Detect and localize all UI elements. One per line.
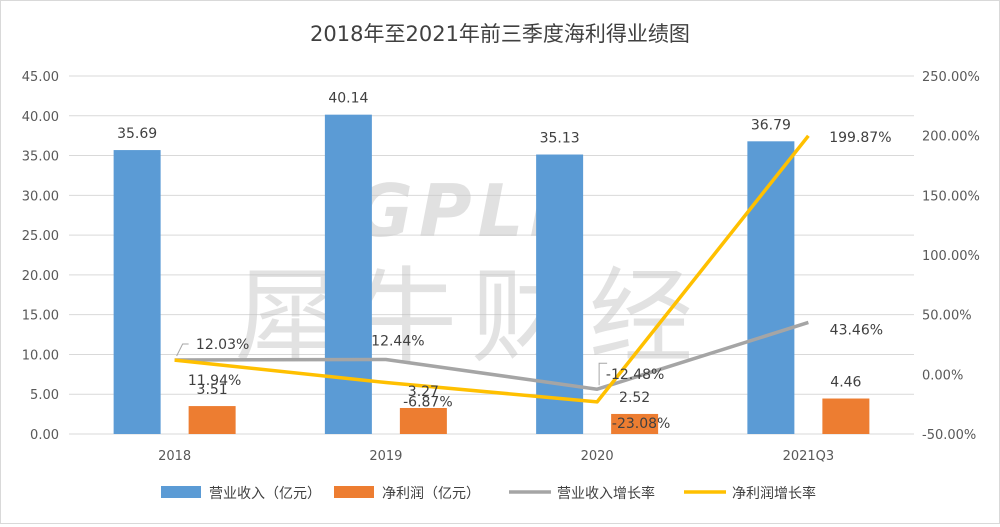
label-leader-line	[598, 362, 608, 386]
left-axis-tick-label: 10.00	[22, 348, 59, 363]
gridlines	[69, 75, 914, 435]
bar-value-label: 35.13	[540, 131, 580, 147]
x-axis-tick-label: 2019	[369, 449, 402, 464]
line-value-label: 12.44%	[371, 333, 424, 349]
line-value-label: 12.03%	[196, 337, 249, 353]
left-axis-tick-label: 45.00	[22, 70, 59, 85]
x-axis-tick-label: 2021Q3	[783, 449, 835, 464]
legend-swatch	[161, 486, 201, 498]
right-axis-tick-label: 0.00%	[922, 368, 963, 383]
bar	[822, 398, 870, 434]
bar-value-label: 40.14	[328, 91, 368, 107]
x-axis-tick-label: 2020	[581, 449, 614, 464]
watermark: GPLP 犀牛财经	[235, 169, 707, 378]
series-line	[174, 134, 810, 404]
legend: 营业收入（亿元） 净利润（亿元） 营业收入增长率 净利润增长率	[161, 485, 816, 502]
left-axis-tick-label: 25.00	[22, 229, 59, 244]
x-axis-tick-label: 2018	[158, 449, 191, 464]
line-value-label: -12.48%	[606, 367, 664, 383]
bar-value-label: 4.46	[830, 375, 861, 391]
bar-value-label: 36.79	[751, 117, 791, 133]
bar-value-label: 35.69	[117, 126, 157, 142]
bar	[113, 150, 161, 434]
bar-value-label: 3.51	[197, 382, 228, 398]
left-axis-tick-label: 15.00	[22, 309, 59, 324]
line-value-label: 43.46%	[830, 322, 883, 338]
right-axis-tick-label: -50.00%	[922, 428, 976, 443]
axes: 0.00 5.00 10.00 15.00 20.00 25.00 30.00 35.00 40…	[22, 70, 980, 464]
right-axis-tick-label: 100.00%	[922, 249, 980, 264]
series-line	[174, 320, 809, 391]
legend-label: 净利润增长率	[732, 485, 816, 502]
right-axis-tick-label: 50.00%	[922, 309, 972, 324]
legend-swatch	[334, 486, 374, 498]
data-labels: 35.69 40.14 35.13 36.79 3.51 3.27 2.52 4.46 12.0…	[117, 91, 891, 432]
watermark-chinese: 犀牛财经	[235, 256, 707, 378]
left-axis-tick-label: 0.00	[30, 428, 59, 443]
bar	[747, 141, 795, 434]
line-value-label: -23.08%	[612, 416, 670, 432]
chart-title: 2018年至2021年前三季度海利得业绩图	[310, 22, 690, 46]
bar	[536, 154, 584, 434]
left-axis-tick-label: 5.00	[30, 388, 59, 403]
right-axis-tick-label: 150.00%	[922, 189, 980, 204]
bar-value-label: 3.27	[408, 384, 439, 400]
legend-label: 营业收入（亿元）	[209, 486, 321, 502]
line-value-label: -6.87%	[403, 395, 453, 411]
legend-label: 净利润（亿元）	[382, 486, 480, 502]
bar-value-label: 2.52	[619, 390, 650, 406]
right-axis-tick-label: 250.00%	[922, 70, 980, 85]
right-axis-tick-label: 200.00%	[922, 130, 980, 145]
bar	[399, 407, 447, 434]
legend-label: 营业收入增长率	[557, 485, 655, 502]
bar	[188, 406, 236, 434]
left-axis-tick-label: 35.00	[22, 150, 59, 165]
line-series	[174, 134, 810, 404]
label-leader-line	[176, 343, 189, 357]
left-axis-tick-label: 30.00	[22, 189, 59, 204]
left-axis-tick-label: 20.00	[22, 269, 59, 284]
line-value-label: 199.87%	[829, 130, 891, 146]
bar	[611, 413, 659, 434]
left-axis-tick-label: 40.00	[22, 110, 59, 125]
line-value-label: 11.94%	[188, 373, 241, 389]
bar	[324, 114, 372, 434]
